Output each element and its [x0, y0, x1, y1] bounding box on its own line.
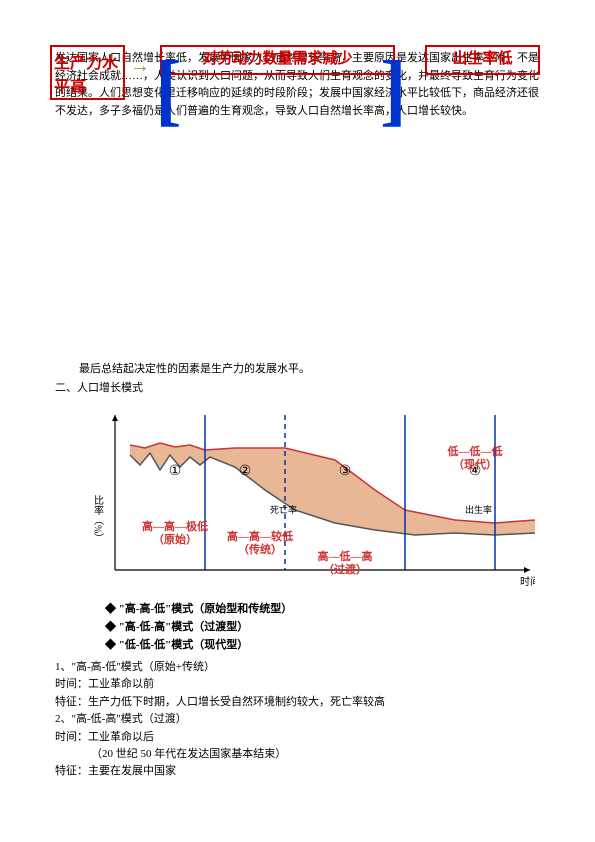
mid-line-2: 二、人口增长模式	[55, 379, 540, 395]
svg-text:高—低—高: 高—低—高	[318, 549, 373, 563]
bl-6: （20 世纪 50 年代在发达国家基本结束）	[55, 747, 540, 762]
svg-text:时间: 时间	[520, 575, 535, 588]
diamond-3: ◆ "低-低-低"模式（现代型）	[105, 636, 540, 652]
diamond-1: ◆ "高-高-低"模式（原始型和传统型）	[105, 600, 540, 616]
diamond-2: ◆ "高-低-高"模式（过渡型）	[105, 618, 540, 634]
mid-section: 最后总结起决定性的因素是生产力的发展水平。 二、人口增长模式	[55, 360, 540, 395]
left-bracket-icon: [	[155, 50, 182, 130]
box1-text: 生产力水平高	[52, 47, 123, 99]
diamond-list: ◆ "高-高-低"模式（原始型和传统型） ◆ "高-低-高"模式（过渡型） ◆ …	[105, 600, 540, 652]
bl-7: 特征：主要在发展中国家	[55, 764, 540, 779]
box3-text: 出生率低	[427, 47, 538, 68]
right-bracket-icon: ]	[380, 50, 407, 130]
svg-text:低—低—低: 低—低—低	[447, 444, 503, 458]
overlay-box-3: 出生率低	[425, 45, 540, 75]
overlay-box-2: 对劳动力数量需求减少	[160, 45, 395, 75]
mid-line-1: 最后总结起决定性的因素是生产力的发展水平。	[55, 360, 540, 376]
svg-text:①: ①	[169, 464, 182, 479]
top-overlay-region: 发达国家人口自然增长率低，发展中国家人口自然增长率高，主要原因是发达国家出生率下…	[55, 50, 540, 180]
bl-1: 1、"高-高-低"模式（原始+传统）	[55, 660, 540, 675]
bl-5: 时间：工业革命以后	[55, 730, 540, 745]
population-model-chart: ①②③④高—高—极低（原始）高—高—较低（传统）高—低—高（过渡）低—低—低（现…	[85, 405, 535, 590]
svg-text:比率（%）: 比率（%）	[92, 495, 104, 544]
overlay-box-1: 生产力水平高	[50, 45, 125, 100]
svg-text:（现代）: （现代）	[453, 457, 497, 471]
svg-text:②: ②	[239, 464, 252, 479]
svg-text:（原始）: （原始）	[153, 532, 197, 546]
chart-svg: ①②③④高—高—极低（原始）高—高—较低（传统）高—低—高（过渡）低—低—低（现…	[85, 405, 535, 590]
bottom-section: 1、"高-高-低"模式（原始+传统） 时间：工业革命以前 特征：生产力低下时期，…	[55, 660, 540, 780]
svg-text:高—高—较低: 高—高—较低	[227, 529, 293, 543]
svg-text:出生率: 出生率	[465, 504, 492, 515]
svg-text:（过渡）: （过渡）	[323, 562, 367, 576]
svg-text:死亡率: 死亡率	[270, 504, 297, 515]
bl-4: 2、"高-低-高"模式（过渡）	[55, 712, 540, 727]
arrow-icon: →	[130, 55, 150, 78]
svg-text:③: ③	[339, 464, 352, 479]
box2-text: 对劳动力数量需求减少	[162, 47, 393, 68]
svg-text:（传统）: （传统）	[238, 542, 282, 556]
bl-2: 时间：工业革命以前	[55, 677, 540, 692]
bl-3: 特征：生产力低下时期，人口增长受自然环境制约较大，死亡率较高	[55, 695, 540, 710]
svg-text:高—高—极低: 高—高—极低	[142, 519, 208, 533]
